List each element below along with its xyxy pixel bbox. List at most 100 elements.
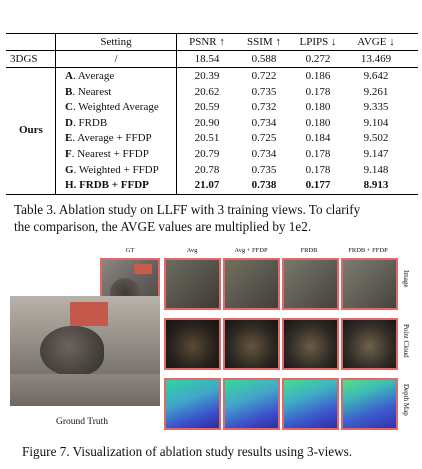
row-f-avge: 9.147 <box>363 148 389 160</box>
row-key: B <box>65 85 73 98</box>
row-label-image: Image <box>402 270 410 288</box>
museum-sign <box>70 302 108 326</box>
row-setting-g: G. Weighted + FFDP <box>65 163 159 177</box>
avg-depth-panel <box>164 378 221 430</box>
row-label-point-cloud: Point Cloud <box>402 324 410 358</box>
col-label-avg-ffdp: Avg + FFDP <box>234 247 268 254</box>
header-avge: AVGE ↓ <box>357 36 395 48</box>
row-d-psnr: 20.90 <box>194 116 220 129</box>
row-b-avge: 9.261 <box>363 85 389 98</box>
table-caption-line-2: the comparison, the AVGE values are mult… <box>14 219 312 234</box>
row-g-avge: 9.148 <box>363 163 389 176</box>
row-b-psnr: 20.62 <box>194 85 220 98</box>
row-key: G <box>65 163 74 176</box>
table-baseline-rule <box>6 67 418 68</box>
col-label-frdb: FRDB <box>300 247 318 254</box>
frdb-pointcloud-panel <box>282 318 339 370</box>
baseline-setting: / <box>114 53 118 65</box>
row-g-psnr: 20.78 <box>194 163 220 176</box>
row-g-ssim: 0.735 <box>251 163 277 176</box>
row-label-depth-map: Depth Map <box>402 384 410 416</box>
ours-group-label: Ours <box>19 124 43 136</box>
row-a-psnr: 20.39 <box>194 70 220 82</box>
col-label-avg: Avg <box>186 247 198 254</box>
header-psnr: PSNR ↑ <box>189 36 225 48</box>
row-name: . Average <box>72 70 115 82</box>
ground-truth-label: Ground Truth <box>56 417 108 427</box>
row-setting-c: C. Weighted Average <box>65 100 159 114</box>
table-vline-1 <box>55 34 56 194</box>
baseline-lpips: 0.272 <box>305 53 331 65</box>
avg-pointcloud-panel <box>164 318 221 370</box>
col-label-frdb-ffdp: FRDB + FFDP <box>348 247 388 254</box>
row-h-lpips: 0.177 <box>305 179 331 192</box>
row-b-ssim: 0.735 <box>251 85 277 98</box>
row-e-psnr: 20.51 <box>194 132 220 145</box>
row-f-lpips: 0.178 <box>305 148 331 160</box>
row-e-lpips: 0.184 <box>305 132 331 145</box>
row-key: D <box>65 116 73 129</box>
frdb-depth-panel <box>282 378 339 430</box>
row-name: . Average + FFDP <box>72 132 152 145</box>
header-setting: Setting <box>100 36 132 48</box>
row-c-lpips: 0.180 <box>305 101 331 114</box>
row-key: A <box>65 70 73 82</box>
frdb-ffdp-depth-panel <box>341 378 398 430</box>
row-d-ssim: 0.734 <box>251 116 277 129</box>
row-c-psnr: 20.59 <box>194 101 220 114</box>
row-h-ssim: 0.738 <box>251 179 277 192</box>
row-b-lpips: 0.178 <box>305 85 331 98</box>
row-name: . Nearest + FFDP <box>71 148 149 160</box>
row-d-avge: 9.104 <box>363 116 389 129</box>
table-bottom-rule <box>6 194 418 195</box>
baseline-ssim: 0.588 <box>251 53 277 65</box>
row-name: . FRDB + FFDP <box>73 179 149 192</box>
row-h-psnr: 21.07 <box>194 179 220 192</box>
row-a-lpips: 0.186 <box>305 70 331 82</box>
row-setting-b: B. Nearest <box>65 85 111 99</box>
row-name: . Nearest <box>72 85 112 98</box>
frdb-ffdp-pointcloud-panel <box>341 318 398 370</box>
row-name: . FRDB <box>72 116 108 129</box>
avg-image-panel <box>164 258 221 310</box>
ground-truth-photo <box>10 296 160 406</box>
row-a-ssim: 0.722 <box>251 70 277 82</box>
row-key: F <box>65 148 72 160</box>
col-label-gt: GT <box>125 247 135 254</box>
header-ssim: SSIM ↑ <box>247 36 281 48</box>
exhibit-base <box>10 374 160 406</box>
row-h-avge: 8.913 <box>363 179 389 192</box>
row-e-ssim: 0.725 <box>251 132 277 145</box>
avg-ffdp-image-panel <box>223 258 280 310</box>
gt-red-sign <box>134 264 152 274</box>
row-g-lpips: 0.178 <box>305 163 331 176</box>
header-lpips: LPIPS ↓ <box>299 36 337 48</box>
frdb-image-panel <box>282 258 339 310</box>
row-name: . Weighted Average <box>72 101 159 114</box>
row-setting-e: E. Average + FFDP <box>65 131 152 145</box>
row-c-ssim: 0.732 <box>251 101 277 114</box>
avg-ffdp-depth-panel <box>223 378 280 430</box>
row-setting-a: A. Average <box>65 69 114 83</box>
figure-caption: Figure 7. Visualization of ablation stud… <box>22 444 353 459</box>
avg-ffdp-pointcloud-panel <box>223 318 280 370</box>
row-e-avge: 9.502 <box>363 132 389 145</box>
row-setting-f: F. Nearest + FFDP <box>65 147 149 161</box>
row-a-avge: 9.642 <box>363 70 389 82</box>
row-key: H <box>65 179 74 192</box>
row-d-lpips: 0.180 <box>305 116 331 129</box>
table-top-rule <box>6 33 418 34</box>
row-setting-h: H. FRDB + FFDP <box>65 178 149 192</box>
row-c-avge: 9.335 <box>363 101 389 114</box>
table-vline-2 <box>176 34 177 194</box>
row-key: C <box>65 101 73 114</box>
frdb-ffdp-image-panel <box>341 258 398 310</box>
row-name: . Weighted + FFDP <box>73 163 159 176</box>
table-caption-line-1: Table 3. Ablation study on LLFF with 3 t… <box>14 202 361 217</box>
baseline-psnr: 18.54 <box>194 53 220 65</box>
table-header-rule <box>6 50 418 51</box>
ablation-table: Setting PSNR ↑ SSIM ↑ LPIPS ↓ AVGE ↓ 3DG… <box>0 0 422 205</box>
baseline-avge: 13.469 <box>360 53 392 65</box>
baseline-method: 3DGS <box>10 53 38 65</box>
triceratops-skull <box>40 326 104 376</box>
